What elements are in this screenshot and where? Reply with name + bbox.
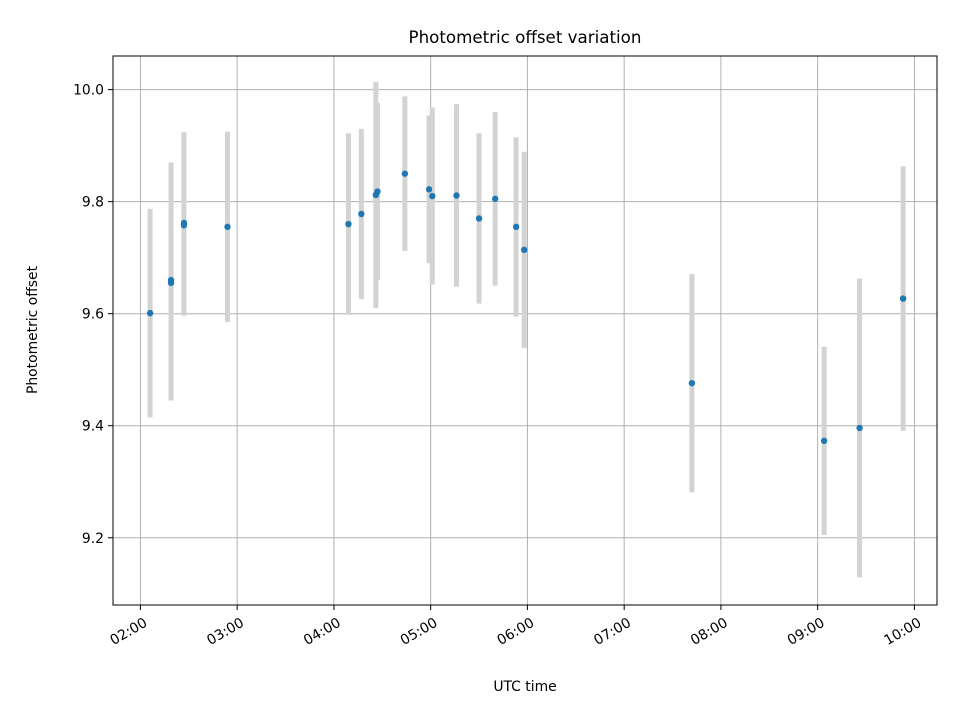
data-point: [453, 192, 460, 199]
data-point: [374, 188, 381, 195]
data-point: [180, 221, 188, 229]
data-point: [345, 220, 352, 228]
data-point: [358, 210, 365, 218]
data-point: [401, 170, 409, 177]
x-axis-label: UTC time: [493, 679, 556, 695]
data-point: [146, 309, 154, 317]
data-points: [146, 170, 907, 445]
y-tick-label: 9.2: [82, 531, 104, 547]
data-point: [167, 279, 175, 287]
data-point: [688, 379, 696, 387]
data-point: [520, 246, 528, 254]
data-point: [475, 215, 483, 222]
data-point: [491, 195, 499, 203]
chart-title: Photometric offset variation: [409, 27, 642, 47]
y-axis-label: Photometric offset: [25, 265, 41, 394]
y-tick-label: 9.4: [82, 419, 104, 435]
plot-frame: [112, 55, 938, 606]
data-point: [429, 192, 436, 200]
y-tick-label: 10.0: [73, 83, 104, 99]
y-tick-label: 9.8: [82, 195, 104, 211]
y-tick-label: 9.6: [82, 307, 104, 323]
data-point: [820, 437, 828, 445]
data-point: [512, 223, 520, 231]
data-point: [224, 223, 231, 231]
data-point: [425, 186, 433, 193]
data-point: [856, 424, 863, 432]
data-point: [899, 295, 907, 302]
